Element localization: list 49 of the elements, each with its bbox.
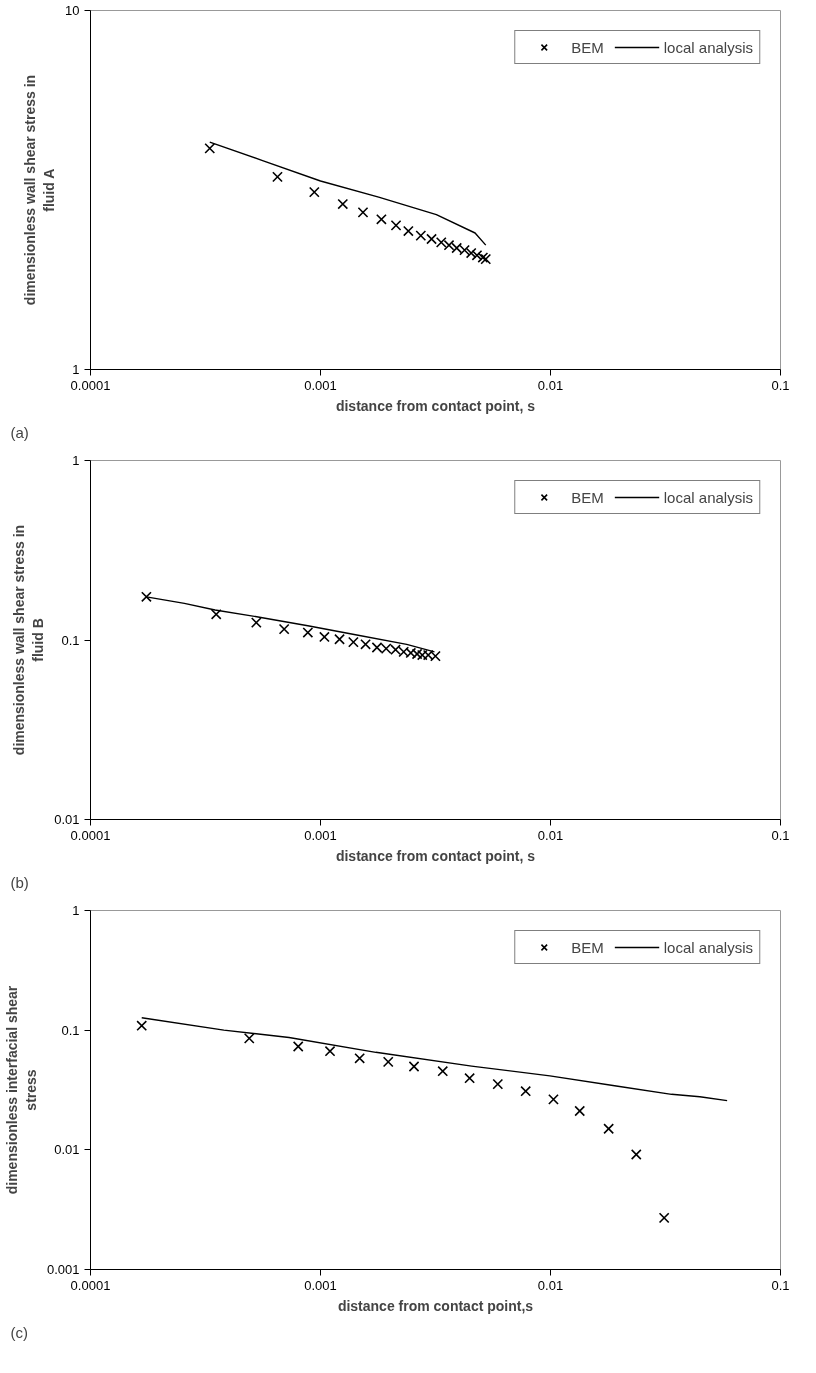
x-tick-label: 0.0001 bbox=[70, 377, 111, 393]
y-tick-label: 0.001 bbox=[46, 1262, 80, 1277]
x-tick-label: 0.001 bbox=[304, 1277, 337, 1293]
legend-label: local analysis bbox=[663, 488, 753, 506]
point bbox=[324, 1045, 336, 1057]
y-tick-label: 1 bbox=[72, 453, 80, 468]
point bbox=[658, 1212, 670, 1224]
x-tick-label: 0.1 bbox=[771, 377, 790, 393]
point bbox=[520, 1085, 532, 1097]
x-axis-title: distance from contact point, s bbox=[335, 397, 536, 414]
y-tick-label: 1 bbox=[72, 903, 80, 918]
x-tick-label: 0.1 bbox=[771, 1277, 790, 1293]
x-tick-label: 0.01 bbox=[537, 1277, 564, 1293]
y-tick-label: 0.01 bbox=[54, 1142, 80, 1158]
x-tick-label: 0.01 bbox=[537, 827, 564, 843]
point bbox=[408, 1061, 420, 1072]
legend-label: BEM bbox=[571, 38, 604, 56]
point bbox=[382, 1056, 394, 1068]
text: (c) bbox=[10, 1323, 28, 1341]
x-tick-label: 0.001 bbox=[304, 827, 337, 843]
point bbox=[492, 1078, 504, 1090]
x-tick-label: 0.0001 bbox=[70, 1277, 111, 1293]
text: (a) bbox=[10, 423, 29, 441]
legend-label: local analysis bbox=[663, 938, 753, 956]
point bbox=[437, 1065, 449, 1077]
point bbox=[574, 1105, 586, 1117]
y-tick-label: 0.01 bbox=[54, 812, 80, 827]
x-axis-title: distance from contact point,s bbox=[337, 1297, 534, 1314]
text: (b) bbox=[10, 873, 29, 891]
y-axis-title: dimensionless wall shear stress in fluid A bbox=[21, 74, 58, 306]
point bbox=[630, 1149, 642, 1160]
x-axis-title: distance from contact point, s bbox=[335, 847, 536, 864]
x-tick-label: 0.001 bbox=[304, 377, 337, 393]
legend-label: BEM bbox=[571, 488, 604, 506]
y-axis-title: dimensionless interfacial shear stress bbox=[3, 985, 39, 1195]
point bbox=[464, 1072, 476, 1084]
point bbox=[548, 1093, 559, 1105]
x-tick-label: 0.1 bbox=[771, 827, 790, 843]
y-axis-title: dimensionless wall shear stress in fluid B bbox=[11, 524, 47, 756]
point bbox=[354, 1052, 366, 1064]
y-tick-label: 1 bbox=[72, 362, 80, 377]
x-tick-label: 0.0001 bbox=[70, 827, 111, 843]
y-tick-label: 10 bbox=[65, 3, 80, 18]
x-tick-label: 0.01 bbox=[537, 377, 564, 393]
y-tick-label: 0.1 bbox=[61, 632, 80, 648]
y-tick-label: 0.1 bbox=[61, 1022, 80, 1038]
point bbox=[603, 1123, 615, 1135]
legend-label: BEM bbox=[571, 938, 604, 956]
legend-label: local analysis bbox=[663, 38, 753, 56]
